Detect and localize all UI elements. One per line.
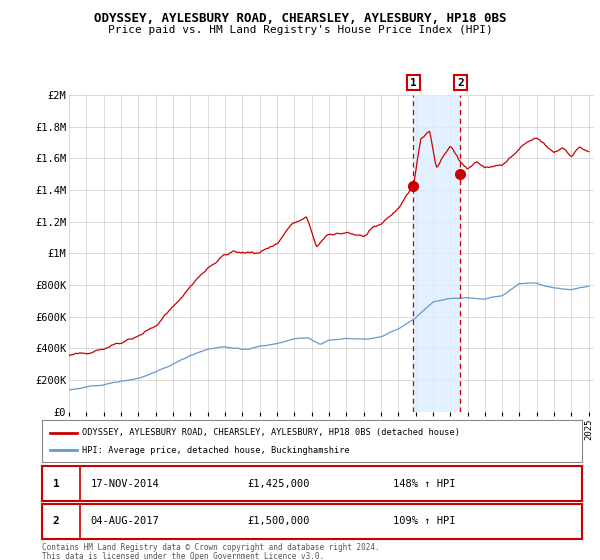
- Text: 17-NOV-2014: 17-NOV-2014: [91, 479, 160, 489]
- Text: 2: 2: [53, 516, 59, 526]
- Text: HPI: Average price, detached house, Buckinghamshire: HPI: Average price, detached house, Buck…: [83, 446, 350, 455]
- Text: 148% ↑ HPI: 148% ↑ HPI: [393, 479, 455, 489]
- Text: ODYSSEY, AYLESBURY ROAD, CHEARSLEY, AYLESBURY, HP18 0BS (detached house): ODYSSEY, AYLESBURY ROAD, CHEARSLEY, AYLE…: [83, 428, 461, 437]
- Text: £1,500,000: £1,500,000: [247, 516, 310, 526]
- Text: Contains HM Land Registry data © Crown copyright and database right 2024.: Contains HM Land Registry data © Crown c…: [42, 543, 380, 552]
- Text: 04-AUG-2017: 04-AUG-2017: [91, 516, 160, 526]
- Text: 2: 2: [457, 77, 464, 87]
- Text: £1,425,000: £1,425,000: [247, 479, 310, 489]
- Bar: [413, 95, 460, 412]
- Text: This data is licensed under the Open Government Licence v3.0.: This data is licensed under the Open Gov…: [42, 552, 324, 560]
- Text: 1: 1: [410, 77, 417, 87]
- Text: 1: 1: [53, 479, 59, 489]
- Text: Price paid vs. HM Land Registry's House Price Index (HPI): Price paid vs. HM Land Registry's House …: [107, 25, 493, 35]
- Text: 109% ↑ HPI: 109% ↑ HPI: [393, 516, 455, 526]
- Text: ODYSSEY, AYLESBURY ROAD, CHEARSLEY, AYLESBURY, HP18 0BS: ODYSSEY, AYLESBURY ROAD, CHEARSLEY, AYLE…: [94, 12, 506, 25]
